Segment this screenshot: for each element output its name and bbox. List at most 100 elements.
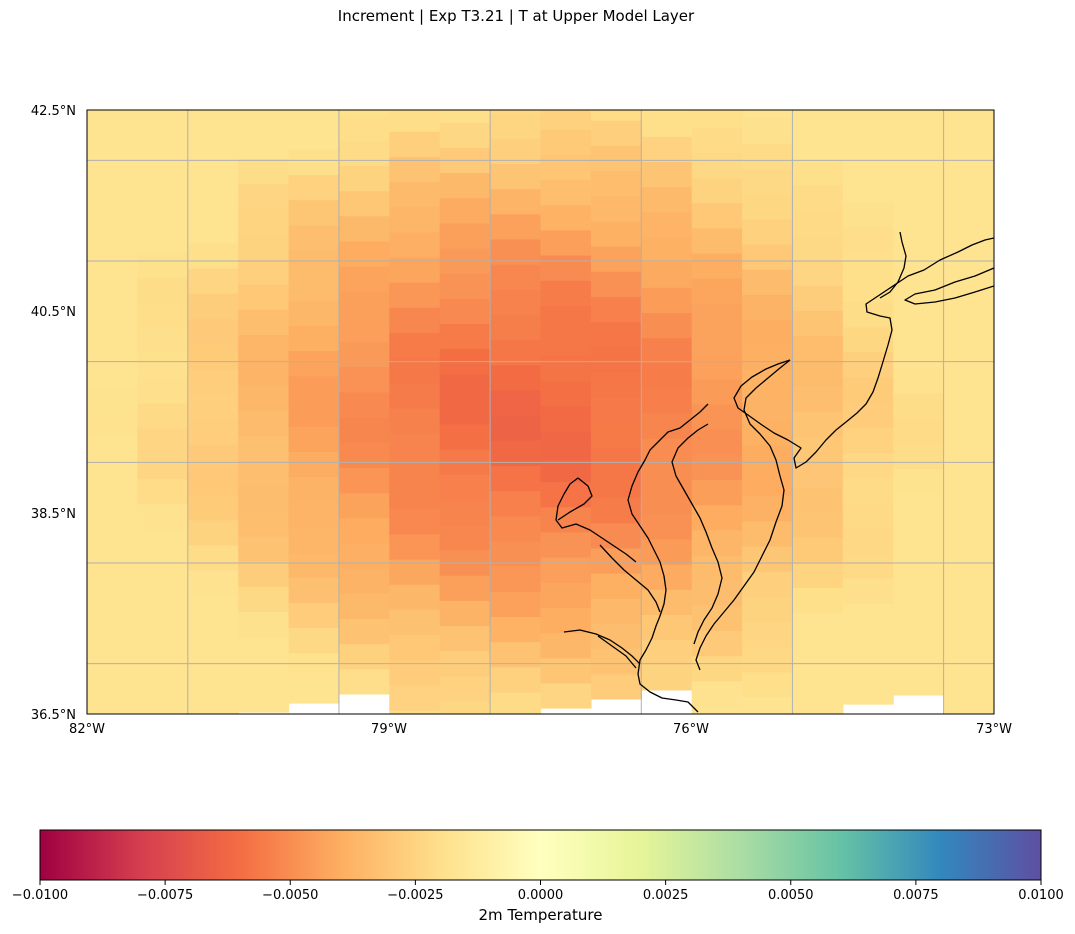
lon-tick-label: 73°W xyxy=(976,722,1012,737)
field-cell xyxy=(238,233,290,260)
field-cell xyxy=(288,501,340,528)
field-cell xyxy=(893,41,944,67)
field-cell xyxy=(439,398,491,425)
field-cell xyxy=(238,410,290,436)
field-cell xyxy=(540,657,592,684)
field-cell xyxy=(288,249,340,276)
field-cell xyxy=(238,561,290,587)
field-cell xyxy=(389,231,441,258)
field-cell xyxy=(238,133,290,159)
lon-tick-label: 76°W xyxy=(673,722,709,737)
field-cell xyxy=(288,375,340,402)
field-cell xyxy=(842,250,894,277)
colorbar-tick-label: 0.0050 xyxy=(768,888,814,903)
field-cell xyxy=(842,376,894,403)
field-cell xyxy=(439,474,491,501)
field-cell xyxy=(490,465,542,492)
field-cell xyxy=(792,285,844,311)
field-cell xyxy=(691,429,743,455)
field-cell xyxy=(590,648,642,675)
field-cell xyxy=(87,588,138,614)
field-cell xyxy=(439,197,491,224)
field-cell xyxy=(338,492,390,519)
field-cell xyxy=(490,364,542,391)
field-cell xyxy=(439,625,491,652)
field-cell xyxy=(338,467,390,494)
field-cell xyxy=(641,564,693,590)
field-cell xyxy=(641,387,693,414)
coastline-chesapeake-west xyxy=(627,403,709,713)
field-cell xyxy=(137,528,189,555)
field-cell xyxy=(691,252,743,279)
field-cell xyxy=(288,602,340,629)
field-cell xyxy=(288,627,340,654)
field-cell xyxy=(338,291,390,317)
coastline-delmarva xyxy=(695,359,791,671)
field-cell xyxy=(87,185,138,212)
field-cell xyxy=(893,644,945,671)
field-cell xyxy=(137,402,189,429)
field-cell xyxy=(87,311,138,338)
field-cell xyxy=(238,158,290,185)
field-cell xyxy=(288,526,340,553)
field-cell xyxy=(338,341,390,368)
field-cell xyxy=(893,543,945,570)
field-cell xyxy=(389,110,441,132)
field-cell xyxy=(338,316,390,343)
field-cell xyxy=(490,490,542,517)
field-cell xyxy=(187,519,239,546)
field-cell xyxy=(540,682,592,709)
field-cell xyxy=(490,591,542,617)
gridlines xyxy=(87,110,994,714)
field-cell xyxy=(389,584,441,610)
field-cell xyxy=(893,669,945,696)
field-cell xyxy=(238,485,290,512)
field-cell xyxy=(389,307,441,334)
coastline-james xyxy=(563,629,641,665)
field-cell xyxy=(590,346,642,373)
field-cell xyxy=(943,132,994,158)
field-cell xyxy=(238,686,290,713)
field-cell xyxy=(590,195,642,222)
field-cell xyxy=(490,138,542,164)
field-cell xyxy=(389,710,441,714)
field-cell xyxy=(338,417,390,443)
field-cell xyxy=(389,483,441,510)
field-cell xyxy=(893,317,945,344)
field-cell xyxy=(87,386,138,413)
field-cell xyxy=(943,434,994,460)
field-cell xyxy=(87,437,138,463)
field-cell xyxy=(792,234,844,261)
colorbar-tick-label: 0.0075 xyxy=(893,888,939,903)
field-cell xyxy=(338,165,390,192)
field-cell xyxy=(490,515,542,542)
field-cell xyxy=(792,486,844,513)
field-cell xyxy=(842,552,894,579)
field-cell xyxy=(591,70,642,96)
field-cell xyxy=(641,262,693,288)
field-cell xyxy=(338,618,390,645)
field-cell xyxy=(742,218,794,245)
field-cell xyxy=(87,210,138,237)
field-cell xyxy=(540,179,592,206)
field-cell xyxy=(439,575,491,601)
field-cell xyxy=(137,201,189,228)
field-cell xyxy=(439,273,491,299)
field-cell xyxy=(842,351,894,378)
field-cell xyxy=(288,652,340,679)
field-cell xyxy=(792,184,844,211)
field-cell xyxy=(338,140,390,166)
field-cell xyxy=(742,621,794,648)
field-cell xyxy=(792,612,844,639)
field-cell xyxy=(893,66,944,92)
field-cell xyxy=(137,704,189,714)
field-cell xyxy=(490,213,542,240)
field-cell xyxy=(187,494,239,521)
field-cell xyxy=(87,336,138,363)
field-cell xyxy=(238,384,290,411)
field-cell xyxy=(893,292,945,318)
field-cell xyxy=(641,312,693,339)
field-cell xyxy=(641,136,693,162)
field-cell xyxy=(792,411,844,437)
field-cell xyxy=(187,469,239,496)
